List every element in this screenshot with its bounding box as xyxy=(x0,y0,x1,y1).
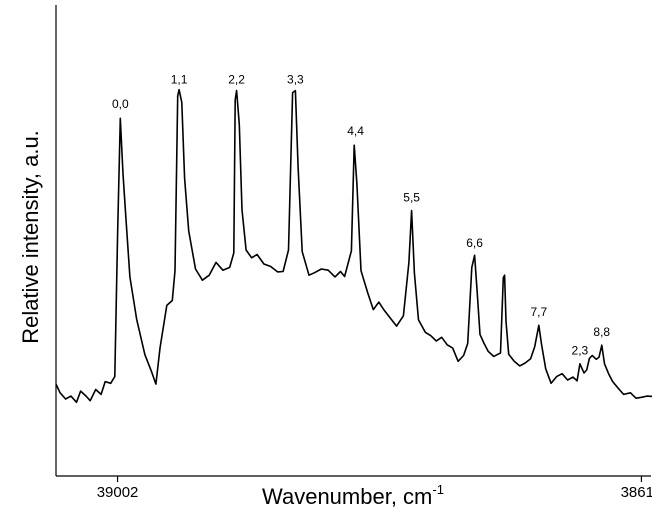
x-tick-label: 39002 xyxy=(97,484,139,501)
peak-labels: 0,01,12,23,34,45,56,67,72,38,83,44,55,66… xyxy=(112,72,610,358)
peak-label: 3,3 xyxy=(287,72,304,86)
peak-label: 2,3 xyxy=(572,344,589,358)
peak-label: 8,8 xyxy=(593,325,610,339)
peak-label: 0,0 xyxy=(112,97,129,111)
plot-frame xyxy=(55,5,651,477)
peak-label: 4,4 xyxy=(347,124,364,138)
peak-label: 5,5 xyxy=(403,190,420,204)
peak-label: 6,6 xyxy=(466,236,483,250)
x-tick-label: 38619 xyxy=(621,484,652,501)
x-axis-ticks: 39002 38619 xyxy=(97,476,652,501)
x-axis-label-exponent: -1 xyxy=(432,482,444,497)
x-axis-label: Wavenumber, cm-1 xyxy=(262,482,444,509)
peak-label: 1,1 xyxy=(171,72,188,86)
peak-label: 2,2 xyxy=(228,72,245,86)
peak-label: 7,7 xyxy=(530,305,547,319)
spectrum-line xyxy=(55,88,652,404)
y-axis-label: Relative intensity, a.u. xyxy=(18,130,43,344)
x-axis-label-text: Wavenumber, cm xyxy=(262,484,432,509)
